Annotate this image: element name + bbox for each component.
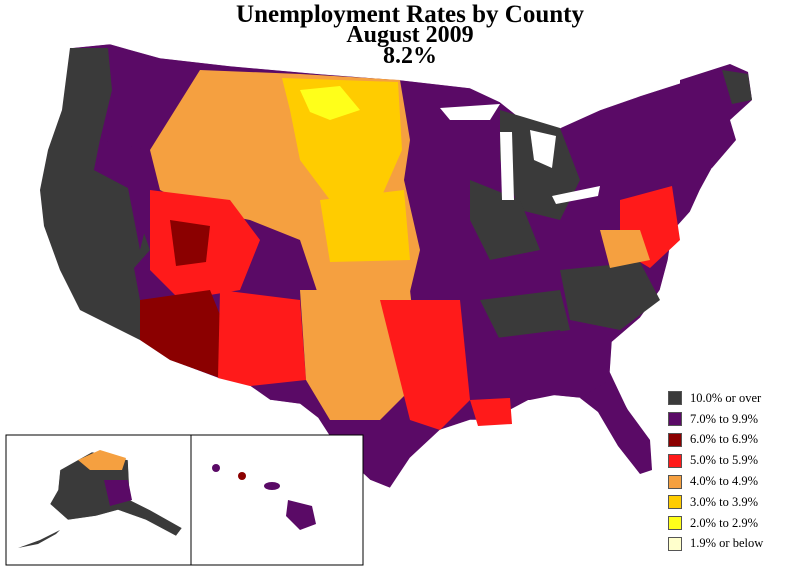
hawaii-big-island — [286, 500, 316, 530]
map-title-block: Unemployment Rates by County August 2009… — [0, 1, 795, 69]
legend-swatch — [668, 453, 682, 468]
region-carolinas-dark — [560, 262, 660, 330]
map-title: Unemployment Rates by County — [236, 1, 584, 28]
region-utah-darkred — [170, 220, 210, 266]
lake-superior — [440, 104, 500, 120]
legend-swatch — [668, 391, 682, 406]
lake-huron — [530, 130, 556, 168]
hawaii-oahu — [238, 472, 246, 480]
legend-swatch — [668, 432, 682, 447]
map-national-rate: 8.2% — [383, 43, 437, 69]
region-florida — [580, 380, 652, 474]
legend-item: 1.9% or below — [668, 534, 795, 555]
legend-swatch — [668, 412, 682, 427]
region-indiana-dark — [470, 180, 540, 260]
legend-swatch — [668, 536, 682, 551]
legend-item: 10.0% or over — [668, 388, 795, 409]
legend-item: 4.0% to 4.9% — [668, 471, 795, 492]
legend-label: 6.0% to 6.9% — [690, 432, 759, 447]
region-great-basin — [94, 140, 150, 250]
legend-item: 6.0% to 6.9% — [668, 430, 795, 451]
legend-swatch — [668, 474, 682, 489]
legend-item: 7.0% to 9.9% — [668, 409, 795, 430]
legend-label: 3.0% to 3.9% — [690, 494, 759, 509]
hawaii-kauai — [212, 464, 220, 472]
lake-michigan — [500, 132, 514, 200]
legend-swatch — [668, 516, 682, 531]
region-pacific-dark — [40, 48, 160, 340]
region-michigan-ohio-dark — [500, 110, 580, 220]
legend-label: 5.0% to 5.9% — [690, 453, 759, 468]
region-louisiana-red — [470, 398, 512, 426]
legend-label: 10.0% or over — [690, 390, 762, 405]
legend-item: 2.0% to 2.9% — [668, 513, 795, 534]
region-maine-north-dark — [722, 70, 752, 104]
hawaii-inset-frame — [190, 434, 364, 566]
region-tennessee-dark — [480, 290, 570, 340]
region-nd-bright — [300, 86, 360, 120]
legend-item: 5.0% to 5.9% — [668, 450, 795, 471]
map-subtitle-date: August 2009 — [346, 22, 474, 48]
legend: 10.0% or over 7.0% to 9.9% 6.0% to 6.9% 5.0… — [668, 388, 795, 554]
legend-label: 7.0% to 9.9% — [690, 411, 759, 426]
region-kansas-nebraska — [320, 190, 410, 262]
lake-erie — [552, 186, 600, 204]
region-virginia-orange — [600, 230, 650, 268]
legend-item: 3.0% to 3.9% — [668, 492, 795, 513]
hawaii-maui — [264, 482, 280, 490]
legend-label: 4.0% to 4.9% — [690, 474, 759, 489]
legend-swatch — [668, 495, 682, 510]
region-mississippi-alabama — [480, 330, 580, 400]
region-texas-east-red — [380, 300, 470, 430]
region-new-mexico — [218, 290, 306, 386]
alaska-southwest-purple — [104, 480, 132, 506]
region-arizona — [140, 290, 230, 378]
legend-label: 2.0% to 2.9% — [690, 515, 759, 530]
legend-label: 1.9% or below — [690, 536, 764, 551]
alaska-north-slope — [78, 450, 126, 470]
